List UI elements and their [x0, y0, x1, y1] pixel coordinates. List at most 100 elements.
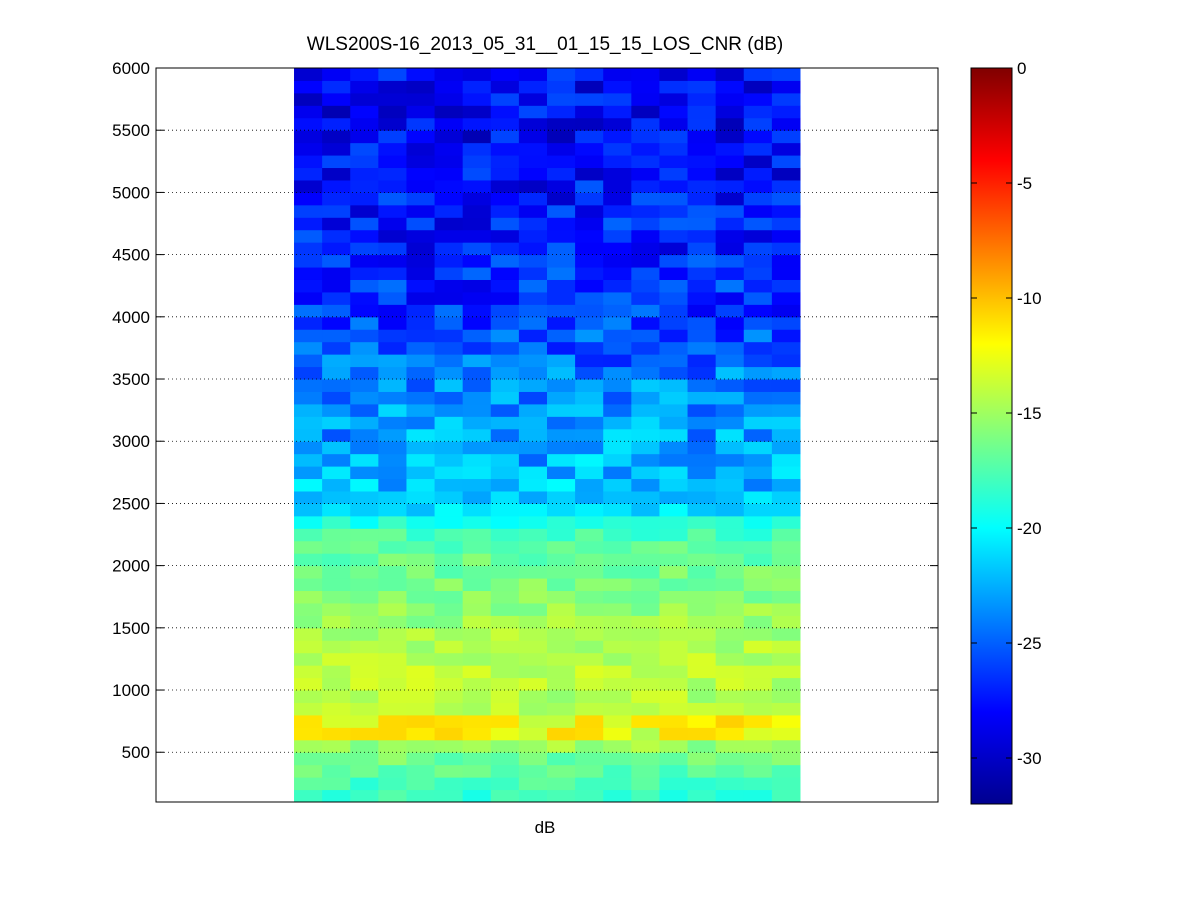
heatmap-cell — [322, 192, 351, 206]
heatmap-cell — [378, 528, 407, 542]
heatmap-cell — [434, 155, 464, 169]
heatmap-cell — [462, 341, 492, 355]
heatmap-cell — [603, 515, 632, 529]
heatmap-cell — [659, 366, 689, 380]
heatmap-cell — [715, 92, 745, 106]
heatmap-cell — [575, 291, 604, 305]
heatmap-cell — [294, 665, 323, 679]
heatmap-cell — [406, 727, 436, 741]
heatmap-cell — [462, 142, 492, 156]
heatmap-cell — [659, 105, 689, 119]
heatmap-cell — [378, 279, 407, 293]
heatmap-cell — [547, 714, 576, 728]
heatmap-cell — [631, 416, 660, 430]
heatmap-cell — [490, 229, 520, 243]
heatmap-cell — [294, 590, 323, 604]
heatmap-cell — [490, 379, 520, 392]
heatmap-cell — [518, 590, 548, 604]
heatmap-cell — [322, 267, 351, 280]
heatmap-cell — [434, 179, 464, 193]
heatmap-cell — [603, 379, 632, 392]
heatmap-cell — [378, 267, 407, 280]
heatmap-cell — [575, 416, 604, 430]
heatmap-cell — [294, 192, 323, 206]
heatmap-cell — [631, 540, 660, 554]
heatmap-cell — [434, 192, 464, 206]
heatmap-cell — [294, 366, 323, 380]
heatmap-cell — [771, 291, 801, 305]
heatmap-cell — [462, 764, 492, 778]
heatmap-cell — [603, 702, 632, 716]
y-tick-label: 5500 — [112, 121, 150, 140]
heatmap-cell — [434, 242, 464, 256]
heatmap-cell — [294, 142, 323, 156]
heatmap-cell — [743, 428, 773, 442]
heatmap-cell — [406, 267, 436, 280]
heatmap-cell — [603, 155, 632, 169]
heatmap-cell — [518, 565, 548, 579]
heatmap-cell — [490, 428, 520, 442]
heatmap-cell — [743, 192, 773, 206]
heatmap-cell — [518, 727, 548, 741]
heatmap-cell — [322, 329, 351, 343]
heatmap-cell — [771, 764, 801, 778]
heatmap-cell — [322, 366, 351, 380]
heatmap-cell — [603, 329, 632, 343]
heatmap-cell — [322, 341, 351, 355]
heatmap-cell — [547, 68, 576, 81]
heatmap-cell — [490, 578, 520, 592]
colorbar-tick-label: -20 — [1017, 519, 1042, 538]
heatmap-cell — [547, 267, 576, 280]
colorbar-gradient — [970, 67, 1013, 805]
heatmap-cell — [462, 68, 492, 81]
heatmap-cell — [462, 565, 492, 579]
heatmap-cell — [434, 204, 464, 218]
heatmap-cell — [743, 416, 773, 430]
heatmap-cell — [322, 155, 351, 169]
y-axis: 500 1000 1500 2000 2500 3000 3500 4000 4500 5000 5… — [112, 59, 938, 762]
heatmap-cell — [575, 615, 604, 629]
heatmap-cell — [743, 304, 773, 318]
heatmap-cell — [575, 478, 604, 492]
heatmap-cell — [575, 68, 604, 81]
heatmap-cell — [659, 416, 689, 430]
heatmap-cell — [378, 777, 407, 791]
heatmap-cell — [322, 316, 351, 330]
heatmap-cell — [743, 640, 773, 654]
heatmap-cell — [743, 366, 773, 380]
heatmap-cell — [518, 789, 548, 803]
heatmap-cell — [406, 217, 436, 231]
heatmap-cell — [743, 466, 773, 480]
heatmap-cell — [771, 117, 801, 131]
heatmap-cell — [350, 279, 379, 293]
heatmap-cell — [659, 242, 689, 256]
heatmap-cell — [518, 677, 548, 691]
heatmap-cell — [350, 503, 379, 517]
heatmap-cell — [771, 777, 801, 791]
heatmap-cell — [547, 453, 576, 467]
heatmap-cell — [659, 229, 689, 243]
heatmap-cell — [771, 167, 801, 181]
heatmap-cell — [294, 727, 323, 741]
heatmap-cell — [518, 68, 548, 81]
heatmap-cell — [743, 453, 773, 467]
heatmap-cell — [294, 341, 323, 355]
heatmap-cell — [743, 329, 773, 343]
heatmap-cell — [575, 528, 604, 542]
heatmap-cell — [406, 354, 436, 368]
heatmap-cell — [715, 329, 745, 343]
heatmap-cell — [350, 117, 379, 131]
heatmap-cell — [687, 652, 717, 666]
heatmap-cell — [743, 578, 773, 592]
heatmap-cell — [771, 105, 801, 119]
heatmap-cell — [322, 490, 351, 504]
heatmap-cell — [771, 354, 801, 368]
heatmap-cell — [687, 640, 717, 654]
heatmap-cell — [687, 155, 717, 169]
heatmap-cell — [518, 777, 548, 791]
heatmap-cell — [659, 291, 689, 305]
heatmap-cell — [350, 155, 379, 169]
heatmap-cell — [462, 366, 492, 380]
heatmap-cell — [406, 665, 436, 679]
heatmap-cell — [715, 777, 745, 791]
